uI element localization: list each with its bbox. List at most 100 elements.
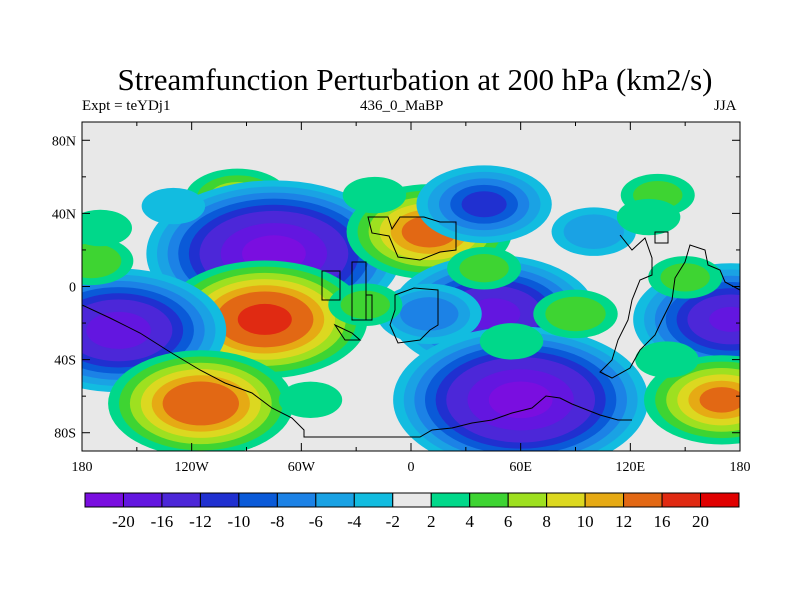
- coastline-island: [654, 231, 669, 244]
- colorbar-swatch: [507, 492, 548, 508]
- colorbar-label: -4: [347, 512, 362, 531]
- contour-level-12: [699, 387, 740, 413]
- chart-title: Streamfunction Perturbation at 200 hPa (…: [117, 62, 713, 97]
- contour-level-2: [616, 198, 681, 236]
- experiment-label: Expt = teYDj1: [82, 98, 171, 114]
- coastline-south-america: [389, 287, 439, 344]
- anomaly-high-17: [447, 246, 522, 290]
- x-tick-label: 0: [408, 460, 415, 475]
- x-tick-label: 180: [72, 460, 93, 475]
- colorbar-label: 6: [504, 512, 513, 531]
- colorbar-swatch: [546, 492, 586, 508]
- coastline-southern-margin: [82, 304, 632, 438]
- contour-level-2: [635, 341, 699, 378]
- colorbar-label: -8: [270, 512, 284, 531]
- anomaly-high-21: [648, 256, 723, 299]
- colorbar-swatch: [238, 492, 278, 508]
- colorbar-swatch: [122, 492, 163, 508]
- anomaly-low-20: [633, 263, 740, 376]
- coastline-north-america: [367, 216, 457, 261]
- colorbar-swatch: [623, 492, 663, 508]
- colorbar-label: 8: [542, 512, 551, 531]
- coastline-peninsula: [333, 323, 362, 341]
- colorbar-swatch: [161, 492, 201, 508]
- colorbar-swatch: [469, 492, 509, 508]
- axes: 180 120W 60W 0 60E 120E 180 80N 40N 0 40S 80S: [52, 122, 751, 475]
- contour-level-neg20: [488, 381, 553, 419]
- anomaly-high-19: [616, 198, 681, 236]
- contour-level-4: [459, 254, 509, 283]
- colorbar-swatch: [584, 492, 625, 508]
- colorbar-label: 4: [465, 512, 474, 531]
- anomaly-high-6: [82, 236, 134, 286]
- colorbar-label: -16: [151, 512, 174, 531]
- anomaly-high-15: [533, 289, 618, 339]
- contour-level-neg6: [400, 297, 459, 331]
- x-tick-label: 120W: [175, 460, 210, 475]
- y-tick-label: 0: [69, 281, 76, 296]
- anomaly-low-11: [376, 283, 482, 345]
- x-tick-label: 120E: [616, 460, 646, 475]
- y-tick-label: 80N: [52, 134, 76, 149]
- colorbar-swatch: [430, 492, 471, 508]
- contour-level-neg4: [563, 214, 624, 249]
- y-tick-label: 40S: [54, 354, 76, 369]
- coastline-central-america: [321, 261, 373, 321]
- contour-level-2: [278, 381, 343, 419]
- contour-level-4: [340, 290, 390, 319]
- anomaly-low-14: [551, 207, 636, 256]
- contour-level-neg16: [86, 311, 151, 349]
- anomaly-high-16: [479, 323, 544, 360]
- anomaly-high-23: [635, 341, 699, 378]
- colorbar-label: -20: [112, 512, 135, 531]
- x-tick-label: 60E: [509, 460, 532, 475]
- y-tick-label: 40N: [52, 207, 76, 222]
- colorbar-label: 12: [615, 512, 632, 531]
- contour-level-neg16: [709, 306, 740, 332]
- anomaly-high-25: [328, 283, 403, 327]
- contour-level-2: [82, 209, 132, 247]
- anomaly-high-7: [82, 209, 132, 247]
- contour-level-2: [479, 323, 544, 360]
- colorbar-label: 20: [692, 512, 709, 531]
- y-tick-label: 80S: [54, 427, 76, 442]
- colorbar: -20 -16 -12 -10 -8 -6 -4 -2 2 4 6 8 10 12 16 20: [84, 492, 740, 531]
- colorbar-label: 16: [654, 512, 671, 531]
- anomaly-low-12: [393, 326, 649, 451]
- contour-level-12: [162, 381, 239, 426]
- coastline-africa-asia: [599, 234, 740, 379]
- coastlines: [82, 216, 740, 438]
- x-tick-label: 60W: [288, 460, 316, 475]
- contour-level-neg2: [141, 187, 206, 225]
- anomaly-low-13: [416, 165, 552, 244]
- colorbar-label: -2: [386, 512, 400, 531]
- contour-level-neg10: [461, 191, 507, 218]
- anomaly-low-8: [141, 187, 206, 225]
- contour-level-4: [82, 243, 122, 279]
- colorbar-swatch: [199, 492, 240, 508]
- run-id-label: 436_0_MaBP: [360, 98, 444, 114]
- contour-field: [82, 165, 740, 451]
- x-tick-label: 180: [730, 460, 751, 475]
- colorbar-swatch: [661, 492, 702, 508]
- contour-level-4: [660, 263, 710, 292]
- colorbar-swatch: [700, 492, 740, 508]
- anomaly-high-24: [342, 176, 407, 214]
- colorbar-label: -10: [228, 512, 251, 531]
- colorbar-label: -6: [309, 512, 323, 531]
- season-label: JJA: [714, 98, 737, 114]
- anomaly-high-4: [108, 350, 294, 451]
- colorbar-swatch: [315, 492, 355, 508]
- anomaly-high-5: [278, 381, 343, 419]
- contour-level-2: [342, 176, 407, 214]
- colorbar-swatch: [353, 492, 394, 508]
- colorbar-swatch: [392, 492, 432, 508]
- contour-level-16: [237, 303, 292, 335]
- colorbar-label: -12: [189, 512, 212, 531]
- colorbar-swatch: [84, 492, 124, 508]
- colorbar-swatch: [276, 492, 317, 508]
- colorbar-label: 10: [577, 512, 594, 531]
- colorbar-label: 2: [427, 512, 436, 531]
- contour-level-4: [545, 296, 606, 332]
